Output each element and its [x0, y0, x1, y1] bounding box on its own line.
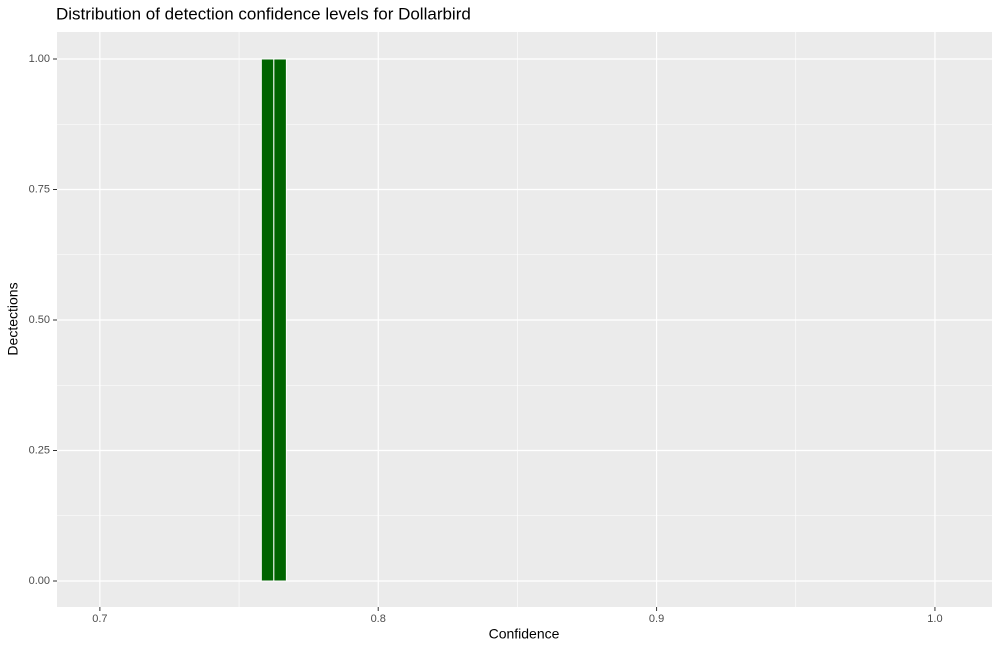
x-tick-label: 0.9 [649, 613, 664, 625]
x-tick-label: 1.0 [927, 613, 942, 625]
y-tick-label: 0.75 [29, 183, 50, 195]
chart-title: Distribution of detection confidence lev… [56, 4, 471, 23]
y-axis-label: Dectections [5, 282, 21, 355]
bar [273, 58, 287, 582]
bar [260, 58, 275, 582]
y-tick-label: 0.25 [29, 444, 50, 456]
y-tick-label: 1.00 [29, 53, 50, 65]
x-axis-label: Confidence [489, 626, 560, 642]
y-tick-label: 0.00 [29, 575, 50, 587]
x-tick-label: 0.8 [371, 613, 386, 625]
x-tick-label: 0.7 [92, 613, 107, 625]
y-tick-label: 0.50 [29, 314, 50, 326]
marks [260, 58, 287, 582]
grid [57, 32, 992, 607]
